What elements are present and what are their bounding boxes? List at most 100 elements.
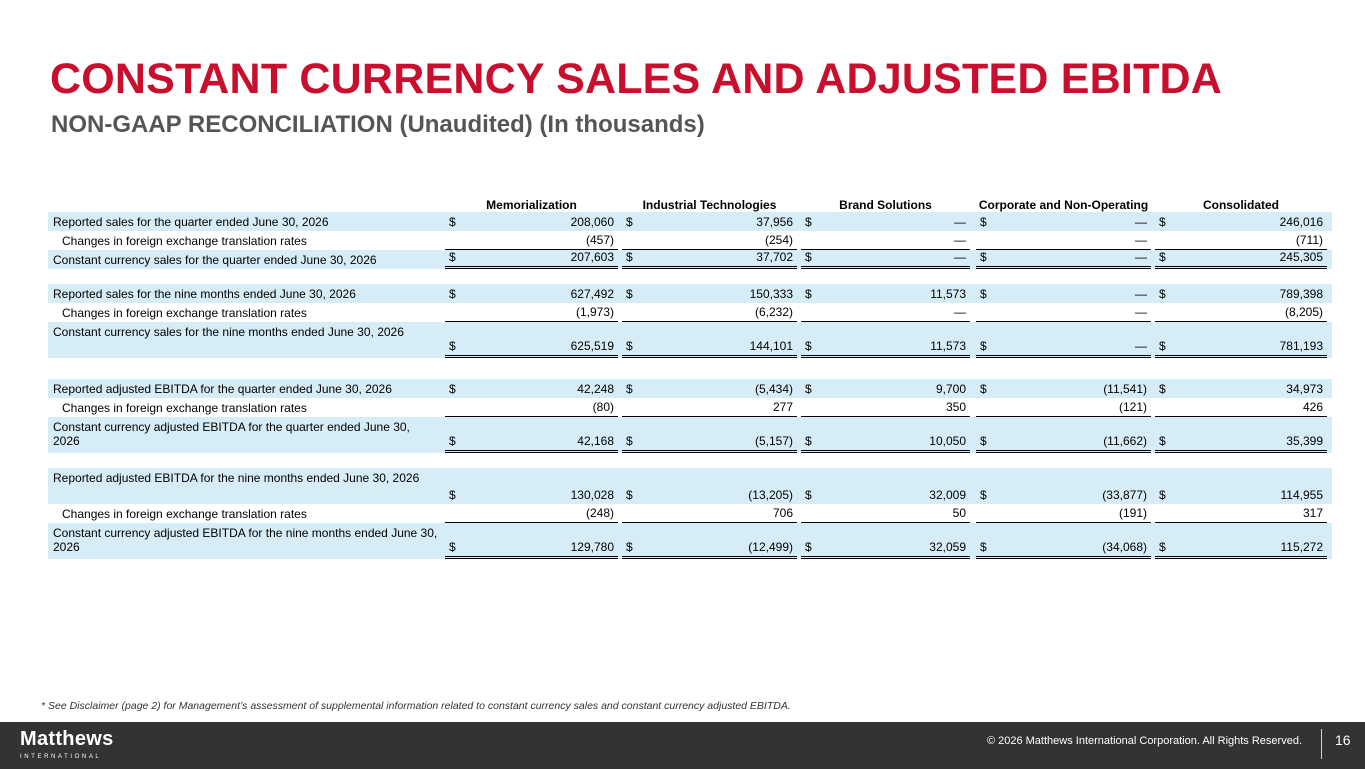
row-spacer — [48, 453, 1332, 468]
currency-symbol: $ — [626, 540, 633, 554]
table-row: Constant currency adjusted EBITDA for th… — [48, 523, 1332, 559]
row-label: Constant currency adjusted EBITDA for th… — [53, 526, 438, 554]
cell-value: 208,060 — [570, 215, 614, 229]
column-header-brand-solutions: Brand Solutions — [839, 198, 932, 212]
currency-symbol: $ — [980, 488, 987, 502]
table-cell: $ — — [976, 250, 1151, 269]
currency-symbol: $ — [626, 215, 633, 229]
cell-value: 625,519 — [570, 339, 614, 353]
table-cell: (254) — [622, 231, 797, 250]
table-cell: $208,060 — [445, 212, 618, 231]
table-cell: $ — — [976, 284, 1151, 303]
column-header-industrial-technologies: Industrial Technologies — [642, 198, 777, 212]
currency-symbol: $ — [626, 382, 633, 396]
table-cell: $115,272 — [1155, 523, 1327, 559]
cell-value: (1,973) — [575, 305, 614, 319]
currency-symbol: $ — [980, 287, 987, 301]
table-cell: — — [801, 303, 970, 322]
cell-value: 42,248 — [577, 382, 614, 396]
table-cell: $32,009 — [801, 468, 970, 504]
cell-value: — — [954, 215, 966, 229]
table-cell: $11,573 — [801, 322, 970, 358]
cell-value: 11,573 — [930, 287, 966, 301]
currency-symbol: $ — [449, 250, 456, 264]
table-cell: 426 — [1155, 398, 1327, 417]
currency-symbol: $ — [805, 215, 812, 229]
row-label: Changes in foreign exchange translation … — [62, 507, 307, 521]
table-cell: $34,973 — [1155, 379, 1327, 398]
table-cell: $42,248 — [445, 379, 618, 398]
table-row: Changes in foreign exchange translation … — [48, 303, 1332, 322]
cell-value: 317 — [1302, 506, 1323, 520]
cell-value: 114,955 — [1280, 488, 1324, 502]
table-cell: $625,519 — [445, 322, 618, 358]
currency-symbol: $ — [1159, 488, 1166, 502]
currency-symbol: $ — [626, 287, 633, 301]
table-cell: $ (5,157) — [622, 417, 797, 453]
row-label: Reported sales for the nine months ended… — [53, 287, 356, 301]
cell-value: 42,168 — [577, 434, 614, 448]
table-header: Memorialization Industrial Technologies … — [48, 180, 1332, 212]
cell-value: — — [1135, 305, 1147, 319]
logo-subtitle: INTERNATIONAL — [20, 754, 102, 760]
cell-value: — — [1135, 287, 1147, 301]
table-cell: (1,973) — [445, 303, 618, 322]
table-cell: $207,603 — [445, 250, 618, 269]
cell-value: 789,398 — [1279, 287, 1323, 301]
currency-symbol: $ — [980, 339, 987, 353]
row-label: Changes in foreign exchange translation … — [62, 306, 307, 320]
currency-symbol: $ — [1159, 215, 1166, 229]
table-cell: — — [976, 231, 1151, 250]
currency-symbol: $ — [626, 250, 633, 264]
table-cell: 277 — [622, 398, 797, 417]
table-cell: $ — — [801, 212, 970, 231]
table-row: Constant currency adjusted EBITDA for th… — [48, 417, 1332, 453]
currency-symbol: $ — [626, 434, 633, 448]
table-cell: $10,050 — [801, 417, 970, 453]
cell-value: — — [954, 305, 966, 319]
table-cell: $11,573 — [801, 284, 970, 303]
table-cell: $ (34,068) — [976, 523, 1151, 559]
currency-symbol: $ — [1159, 382, 1166, 396]
cell-value: 350 — [945, 400, 966, 414]
table-body: Reported sales for the quarter ended Jun… — [48, 212, 1332, 559]
table-cell: $ — — [801, 250, 970, 269]
currency-symbol: $ — [1159, 339, 1166, 353]
currency-symbol: $ — [805, 382, 812, 396]
cell-value: — — [954, 233, 966, 247]
cell-value: (121) — [1118, 400, 1147, 414]
currency-symbol: $ — [449, 488, 456, 502]
table-row: Reported sales for the nine months ended… — [48, 284, 1332, 303]
table-cell: $ (11,541) — [976, 379, 1151, 398]
cell-value: 50 — [952, 506, 966, 520]
copyright-text: © 2026 Matthews International Corporatio… — [986, 735, 1302, 747]
cell-value: 150,333 — [749, 287, 793, 301]
reconciliation-table: Memorialization Industrial Technologies … — [48, 180, 1332, 559]
cell-value: 426 — [1302, 400, 1323, 414]
company-logo: Matthews INTERNATIONAL — [20, 728, 114, 761]
row-label: Reported sales for the quarter ended Jun… — [53, 215, 329, 229]
table-cell: 706 — [622, 504, 797, 523]
page-number: 16 — [1335, 732, 1351, 748]
cell-value: (457) — [585, 233, 614, 247]
currency-symbol: $ — [449, 382, 456, 396]
table-cell: 317 — [1155, 504, 1327, 523]
currency-symbol: $ — [449, 540, 456, 554]
table-cell: $627,492 — [445, 284, 618, 303]
row-label: Constant currency sales for the quarter … — [53, 253, 377, 267]
currency-symbol: $ — [449, 339, 456, 353]
table-cell: $ (33,877) — [976, 468, 1151, 504]
cell-value: — — [954, 250, 966, 264]
table-row: Reported sales for the quarter ended Jun… — [48, 212, 1332, 231]
table-row: Changes in foreign exchange translation … — [48, 398, 1332, 417]
table-cell: $ (11,662) — [976, 417, 1151, 453]
currency-symbol: $ — [980, 382, 987, 396]
currency-symbol: $ — [805, 434, 812, 448]
currency-symbol: $ — [805, 250, 812, 264]
table-cell: $789,398 — [1155, 284, 1327, 303]
row-label: Constant currency sales for the nine mon… — [53, 325, 404, 339]
table-cell: $ (13,205) — [622, 468, 797, 504]
currency-symbol: $ — [1159, 434, 1166, 448]
cell-value: 37,702 — [756, 250, 793, 264]
cell-value: — — [1135, 233, 1147, 247]
